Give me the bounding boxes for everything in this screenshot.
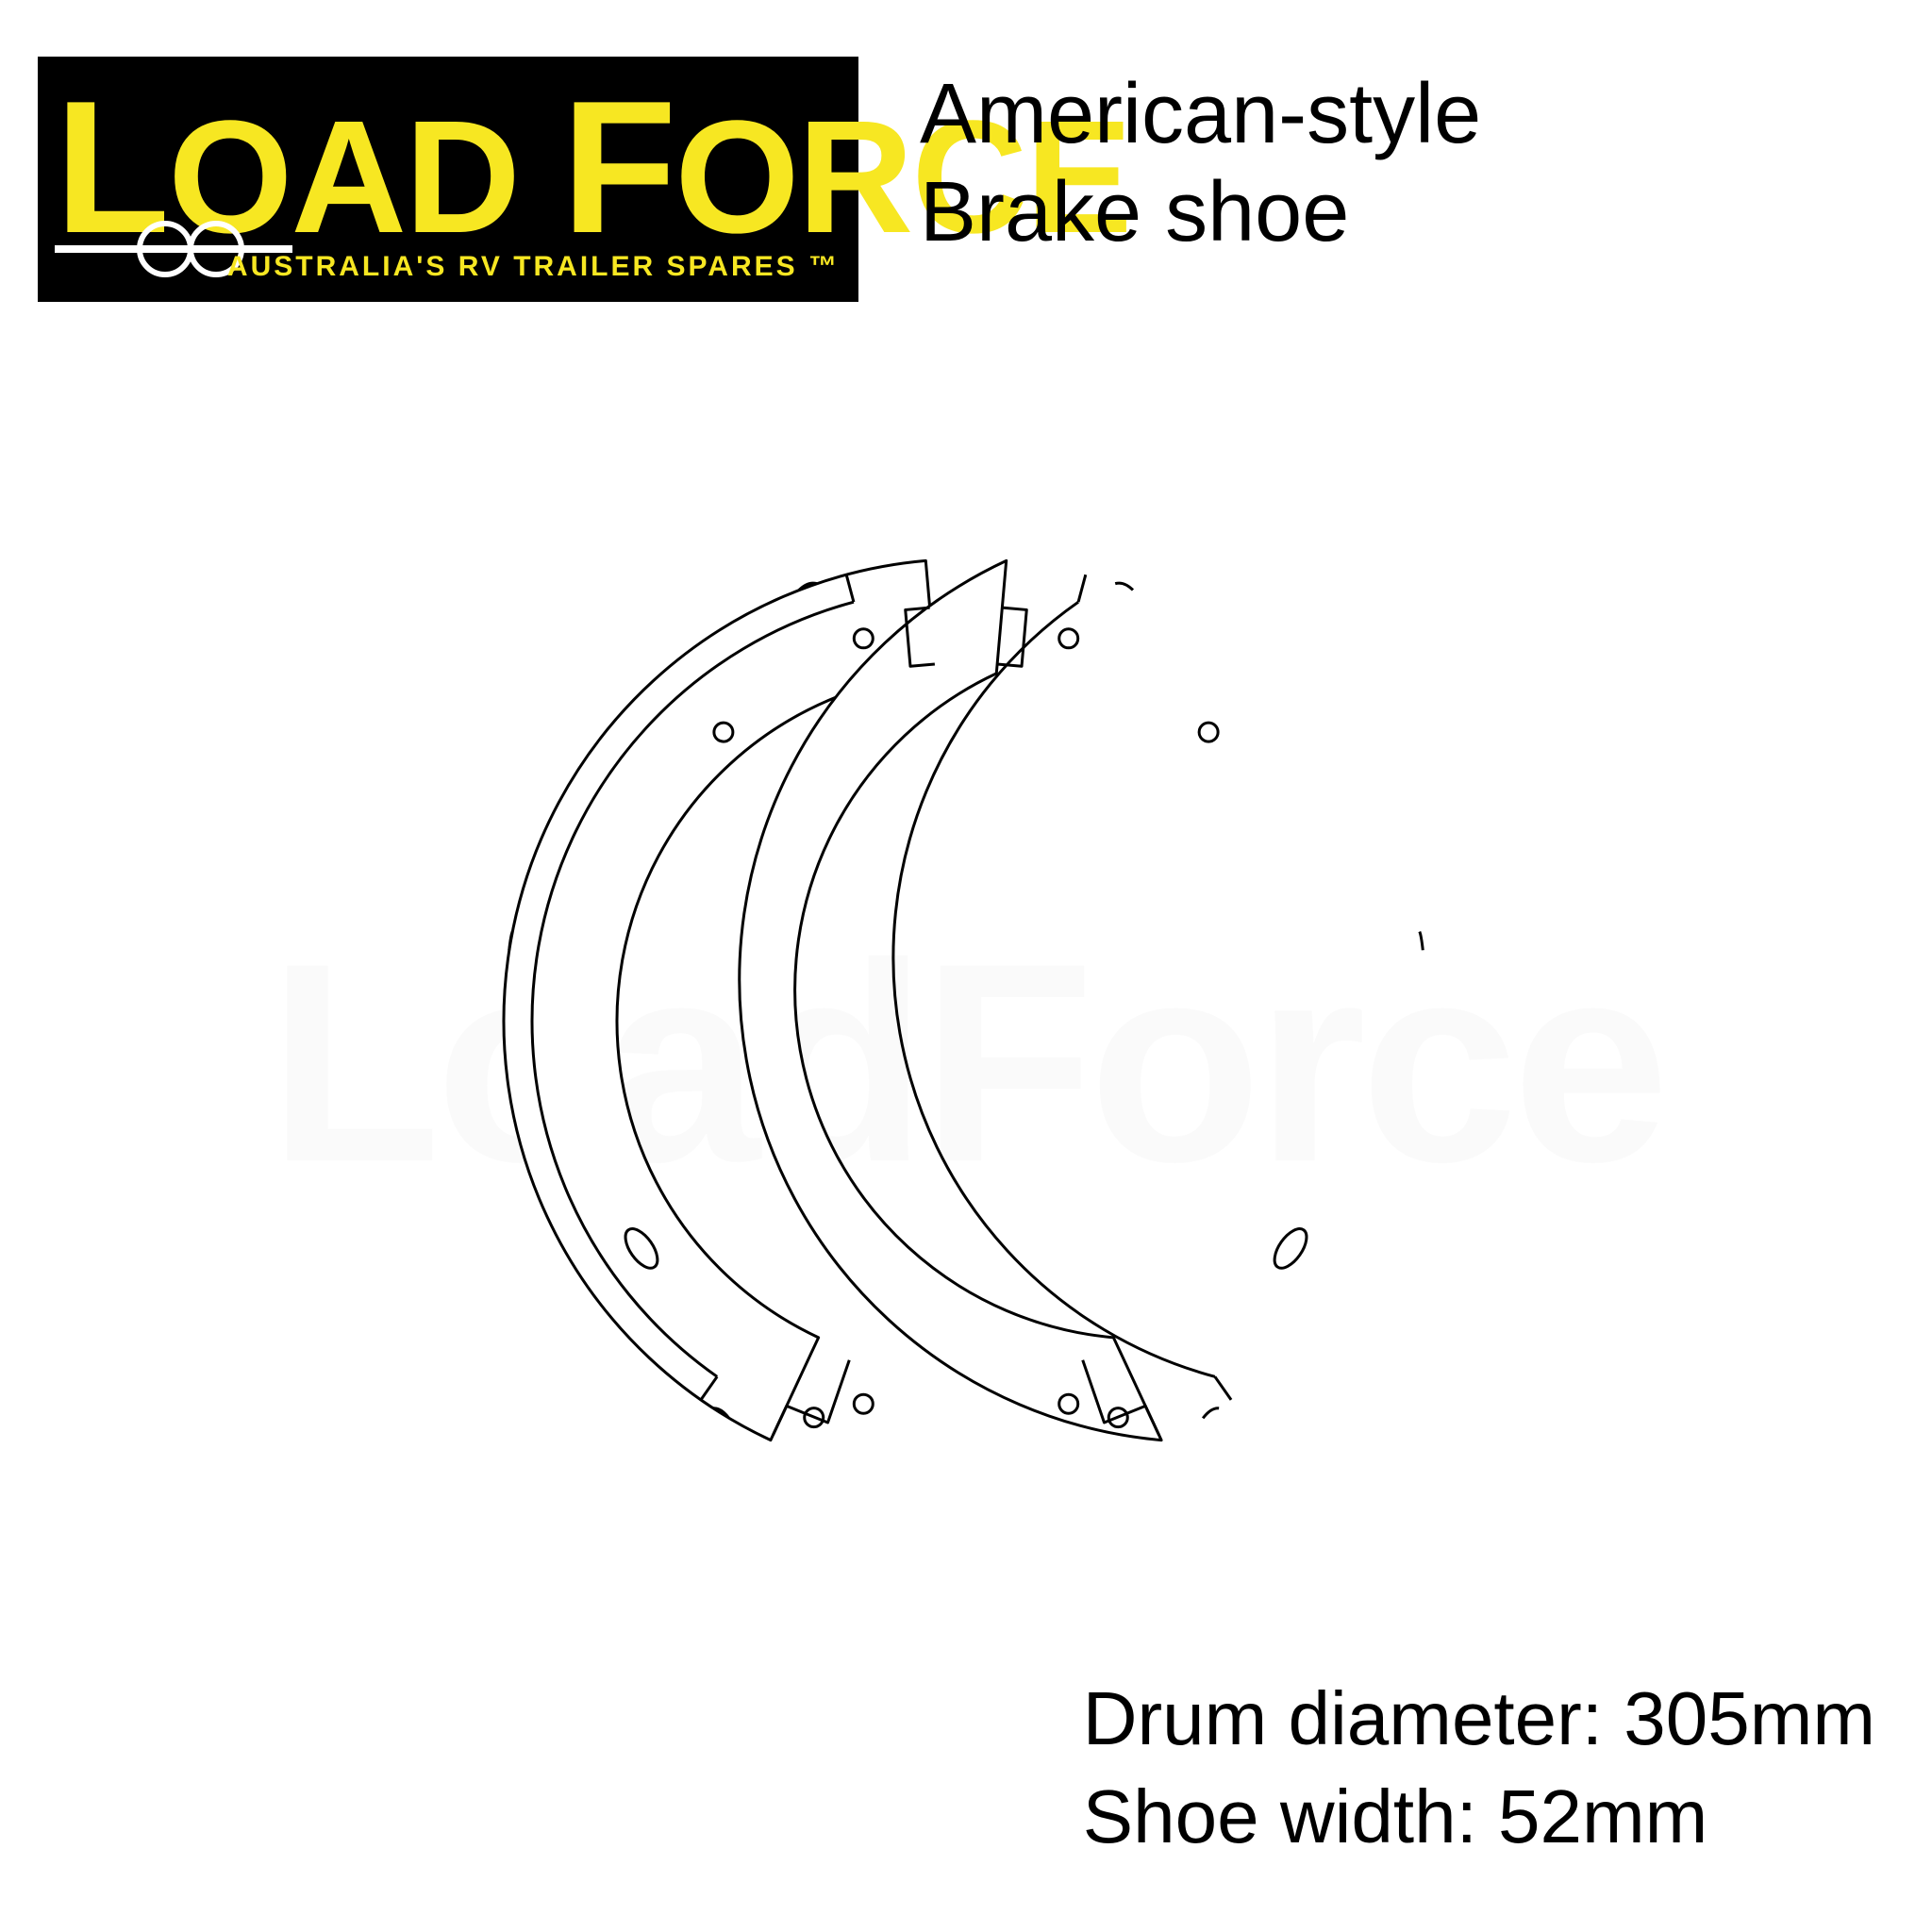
spec-shoe-width: Shoe width: 52mm	[1083, 1768, 1875, 1866]
logo-tagline: AUSTRALIA'S RV TRAILER SPARES ™	[227, 251, 840, 283]
title-line-2: Brake shoe	[920, 164, 1481, 262]
logo-trailer-hitch	[55, 245, 68, 253]
specifications: Drum diameter: 305mm Shoe width: 52mm	[1083, 1670, 1875, 1866]
brand-logo: LOAD FORCE AUSTRALIA'S RV TRAILER SPARES…	[38, 57, 858, 302]
spec-drum-diameter: Drum diameter: 305mm	[1083, 1670, 1875, 1768]
product-title: American-style Brake shoe	[920, 66, 1481, 261]
brake-shoe-diagram	[400, 456, 1532, 1592]
title-line-1: American-style	[920, 66, 1481, 164]
logo-wheels-icon	[137, 221, 239, 277]
